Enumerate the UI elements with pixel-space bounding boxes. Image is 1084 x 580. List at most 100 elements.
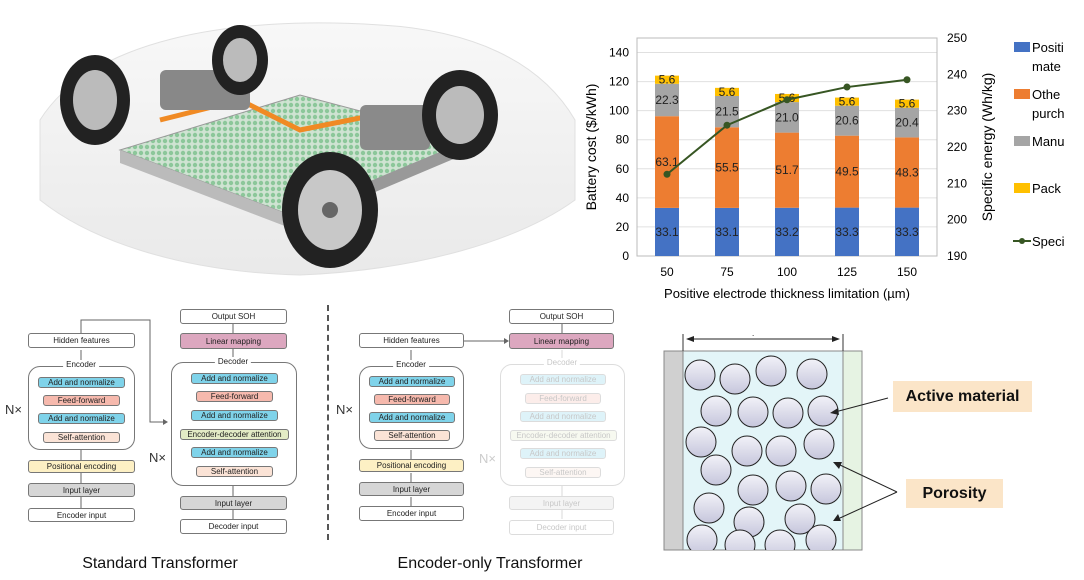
active-particles [684,355,842,550]
feed-forward-box: Feed-forward [196,391,273,402]
x-tick-label: 150 [897,265,917,279]
particle [796,358,828,390]
legend-line-marker [1019,238,1025,244]
positional-encoding-box: Positional encoding [359,459,464,472]
line-marker [843,83,851,91]
bar-segment [655,83,679,117]
legend-label: Speci [1032,234,1065,249]
legend-label: Positi [1032,40,1064,55]
bar-segment [835,135,859,208]
self-attention-box: Self-attention [43,432,120,443]
x-tick-label: 125 [837,265,857,279]
standard-transformer-caption: Standard Transformer [82,555,238,572]
data-label: 49.5 [835,165,859,179]
y2-tick-label: 200 [947,213,967,227]
particle [719,363,751,395]
bar-segment [715,87,739,96]
bar-segment [655,207,679,256]
bar-segment [895,207,919,256]
current-collector [663,350,684,551]
encoder-input-box: Encoder input [28,508,135,522]
feed-forward-box: Feed-forward [43,395,120,406]
ev-chassis-image [39,22,576,276]
bar-segment [655,116,679,208]
separator [842,350,863,551]
x-axis-label: Positive electrode thickness limitation … [664,286,910,301]
line-marker [783,96,791,104]
decoder-block [500,364,625,486]
bar-segment [715,127,739,208]
data-label: 33.1 [715,225,739,239]
porosity-label: Porosity [906,479,1003,508]
y-tick-label: 0 [622,249,629,263]
electrode-diagram: . [663,329,898,551]
feed-forward-box: Feed-forward [374,394,450,405]
linear-mapping-box: Linear mapping [509,333,614,349]
bar-segment [775,207,799,256]
legend-label: Pack [1032,181,1061,196]
bar-segment [655,75,679,84]
legend-label: Manu [1032,134,1065,149]
add-normalize-box: Add and normalize [191,447,278,458]
input-layer-box: Input layer [509,496,614,510]
y-tick-label: 100 [609,104,629,118]
data-label: 21.0 [775,110,799,124]
y2-tick-label: 250 [947,31,967,45]
divider [327,305,329,540]
data-label: 20.6 [835,114,859,128]
connector-arrows [410,324,563,519]
y-axis-label: Battery cost ($/kWh) [583,84,599,211]
particle [772,397,804,429]
data-label: 5.6 [659,73,676,87]
particle [775,470,807,502]
data-label: 51.7 [775,163,799,177]
particle [784,503,816,535]
y2-tick-label: 220 [947,140,967,154]
n-times-label: N× [149,450,166,465]
add-normalize-box: Add and normalize [38,413,125,424]
battery-cost-chart: 0 20 40 60 80 100 120 140 190 200 210 220 230 240 250 3… [583,31,1065,301]
connector-arrows [80,319,234,519]
data-label: 33.3 [835,225,859,239]
input-layer-box: Input layer [359,482,464,496]
legend-label: purch [1032,106,1065,121]
add-normalize-box: Add and normalize [38,377,125,388]
y2-tick-label: 230 [947,104,967,118]
particle [765,435,797,467]
y2-axis-label: Specific energy (Wh/kg) [979,73,995,222]
add-normalize-box: Add and normalize [520,374,606,385]
thickness-mark: . [752,329,754,338]
particle [684,359,716,391]
x-tick-label: 50 [660,265,674,279]
y-tick-label: 20 [616,220,630,234]
bar-segment [775,132,799,208]
linear-mapping-box: Linear mapping [180,333,287,349]
decoder-label: Decoder [543,358,581,367]
n-times-label: N× [479,451,496,466]
data-label: 48.3 [895,166,919,180]
particle [724,529,756,550]
input-layer-box: Input layer [28,483,135,497]
encoder-input-box: Encoder input [359,506,464,521]
particle [700,395,732,427]
self-attention-box: Self-attention [374,430,450,441]
y2-tick-label: 240 [947,67,967,81]
bar-segment [835,105,859,136]
legend-label: mate [1032,59,1061,74]
add-normalize-box: Add and normalize [369,376,455,387]
input-layer-box: Input layer [180,496,287,510]
legend-swatch [1014,42,1030,52]
data-label: 5.6 [839,95,856,109]
y-tick-label: 60 [616,162,630,176]
legend-label: Othe [1032,87,1060,102]
self-attention-box: Self-attention [525,467,601,478]
particle [686,524,718,550]
y-tick-label: 40 [616,191,630,205]
add-normalize-box: Add and normalize [520,448,606,459]
data-label: 20.4 [895,116,919,130]
line-marker [723,121,731,129]
decoder-input-box: Decoder input [180,519,287,534]
data-label: 33.1 [655,225,679,239]
decoder-input-box: Decoder input [509,520,614,535]
